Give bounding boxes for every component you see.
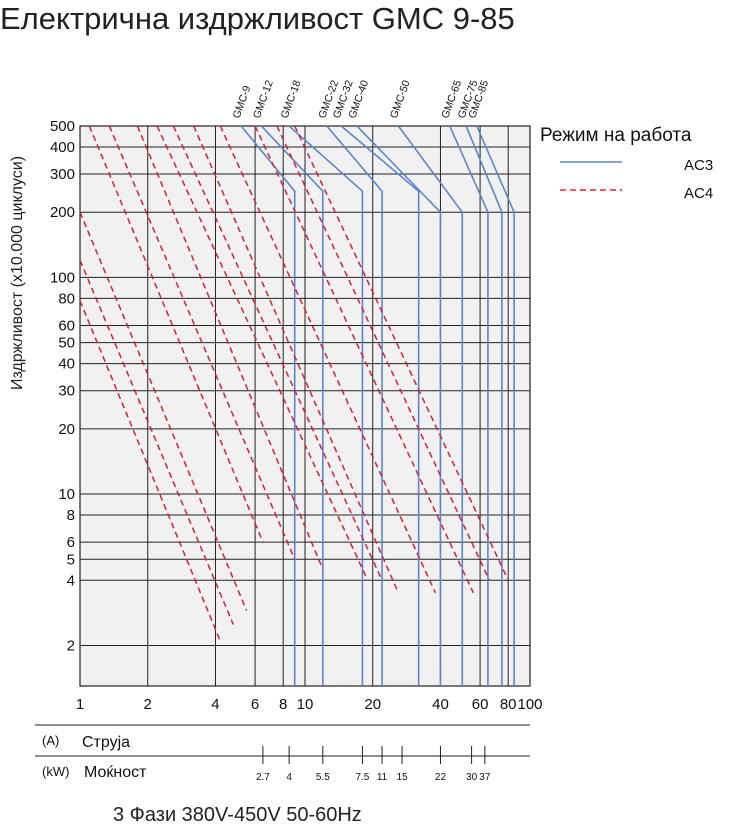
y-tick-label: 30 bbox=[58, 383, 75, 400]
current-unit: (A) bbox=[42, 733, 59, 748]
y-axis-label: Издржливост (x10.000 циклуси) bbox=[9, 156, 26, 390]
x-tick-label: 8 bbox=[279, 696, 287, 713]
ac3-line-gmc-9 bbox=[240, 125, 296, 686]
ac4-line-gmc-40 bbox=[192, 125, 400, 594]
kw-tick-label: 5.5 bbox=[316, 772, 330, 783]
ac4-line-gmc-50 bbox=[219, 125, 437, 594]
model-label: GMC-12 bbox=[251, 78, 276, 120]
ac4-line-gmc-9 bbox=[88, 125, 264, 543]
footer-caption: 3 Фази 380V-450V 50-60Hz bbox=[113, 804, 362, 825]
ac3-line-gmc-85 bbox=[476, 125, 515, 686]
y-tick-label: 50 bbox=[58, 335, 75, 352]
kw-ticks: 2.7 4 5.5 7.5 11 15 22 30 37 bbox=[256, 746, 491, 783]
ac4-series bbox=[79, 125, 509, 642]
ac4-line-gmc-85 bbox=[294, 125, 509, 581]
y-tick-label: 80 bbox=[58, 290, 75, 307]
ac4-line-extra bbox=[79, 259, 234, 625]
ac4-line-gmc-22 bbox=[156, 125, 369, 581]
model-label: GMC-18 bbox=[279, 78, 304, 120]
x-tick-label: 40 bbox=[432, 696, 449, 713]
ac4-line-extra bbox=[79, 211, 248, 611]
y-tick-label: 4 bbox=[67, 572, 75, 589]
legend-title: Режим на работа bbox=[540, 125, 692, 146]
y-tick-label: 6 bbox=[67, 534, 75, 551]
ac3-line-gmc-22 bbox=[326, 125, 383, 686]
ac3-line-gmc-32 bbox=[340, 125, 420, 686]
chart-title: Електрична издржливост GMC 9-85 bbox=[0, 1, 515, 36]
ac3-series bbox=[240, 125, 515, 686]
current-row-label: Струја bbox=[82, 734, 130, 751]
ac4-line-extra bbox=[79, 300, 221, 642]
y-tick-label: 10 bbox=[58, 486, 75, 503]
x-tick-label: 10 bbox=[297, 696, 314, 713]
x-tick-label: 2 bbox=[144, 696, 152, 713]
x-tick-label: 100 bbox=[517, 696, 542, 713]
ac3-line-gmc-18 bbox=[288, 125, 364, 686]
ac3-line-gmc-40 bbox=[356, 125, 442, 686]
x-tick-label: 1 bbox=[76, 696, 84, 713]
model-label: GMC-9 bbox=[231, 84, 254, 120]
power-row-label: Моќност bbox=[84, 764, 147, 781]
y-tick-label: 300 bbox=[50, 166, 75, 183]
legend-ac3-label: AC3 bbox=[684, 157, 713, 174]
y-tick-label: 400 bbox=[50, 139, 75, 156]
x-tick-label: 20 bbox=[364, 696, 381, 713]
y-tick-label: 40 bbox=[58, 356, 75, 373]
y-tick-label: 20 bbox=[58, 421, 75, 438]
ac4-line-gmc-18 bbox=[136, 125, 324, 570]
ac3-line-gmc-65 bbox=[449, 125, 489, 686]
kw-tick-label: 7.5 bbox=[355, 772, 369, 783]
y-tick-label: 8 bbox=[67, 507, 75, 524]
y-tick-label: 60 bbox=[58, 317, 75, 334]
kw-tick-label: 11 bbox=[377, 772, 388, 783]
y-tick-label: 100 bbox=[50, 269, 75, 286]
ac3-line-gmc-12 bbox=[260, 125, 324, 686]
ac4-line-gmc-12 bbox=[108, 125, 296, 560]
ac3-line-gmc-50 bbox=[397, 125, 464, 686]
kw-tick-label: 22 bbox=[435, 772, 447, 783]
ac4-line-gmc-32 bbox=[172, 125, 383, 581]
x-tick-label: 80 bbox=[500, 696, 517, 713]
y-tick-label: 200 bbox=[50, 204, 75, 221]
model-label: GMC-50 bbox=[388, 78, 413, 120]
x-tick-label: 4 bbox=[211, 696, 219, 713]
x-tick-label: 6 bbox=[251, 696, 259, 713]
kw-tick-label: 2.7 bbox=[256, 772, 270, 783]
ac4-line-gmc-75 bbox=[276, 125, 491, 581]
ac4-line-gmc-65 bbox=[254, 125, 475, 594]
kw-tick-label: 15 bbox=[396, 772, 408, 783]
ac3-line-gmc-75 bbox=[465, 125, 503, 686]
x-tick-label: 60 bbox=[472, 696, 489, 713]
kw-tick-label: 4 bbox=[286, 772, 292, 783]
x-tick-labels: 1 2 4 6 8 10 20 40 60 80 100 bbox=[76, 696, 543, 713]
kw-tick-label: 37 bbox=[479, 772, 491, 783]
y-tick-label: 2 bbox=[67, 637, 75, 654]
kw-tick-label: 30 bbox=[466, 772, 478, 783]
legend-ac4-label: AC4 bbox=[684, 185, 713, 202]
power-unit: (kW) bbox=[42, 764, 69, 779]
y-tick-label: 500 bbox=[50, 118, 75, 135]
y-tick-label: 5 bbox=[67, 551, 75, 568]
